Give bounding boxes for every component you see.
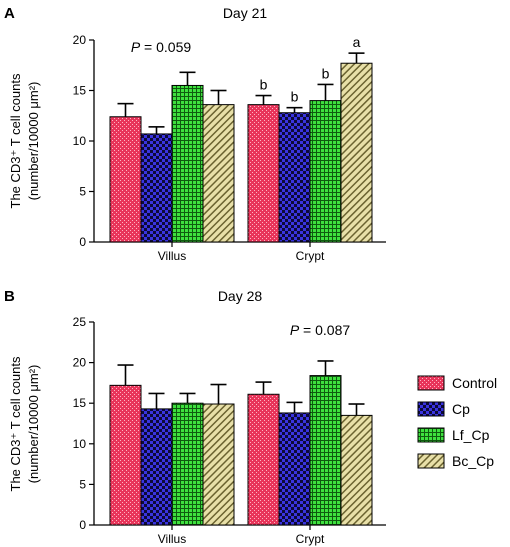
bar	[202, 104, 235, 243]
x-category-label: Villus	[158, 249, 186, 263]
p-value-annotation: P = 0.059	[131, 39, 192, 55]
panel-b: B Day 28 The CD3⁺ T cell counts (number/…	[4, 288, 386, 546]
legend-item-lf-cp: Lf_Cp	[417, 427, 490, 443]
y-axis-label-line1: The CD3⁺ T cell counts	[8, 356, 23, 491]
bar	[278, 112, 311, 243]
y-tick-label: 15	[73, 396, 87, 410]
panel-a: A Day 21 The CD3⁺ T cell counts (number/…	[4, 5, 386, 263]
significance-letter: b	[291, 89, 299, 105]
legend-item-control: Control	[417, 375, 497, 391]
bar	[140, 133, 173, 243]
bar	[309, 375, 342, 526]
bar	[109, 116, 142, 243]
y-tick-label: 10	[73, 134, 87, 148]
legend-label: Lf_Cp	[452, 427, 490, 443]
significance-letter: b	[260, 77, 268, 93]
axes: 0 5 10 15 20 25 Villus Crypt	[73, 315, 386, 546]
legend-swatch	[417, 401, 445, 417]
bars	[109, 360, 373, 526]
x-category-label: Crypt	[296, 532, 325, 546]
y-axis-label-line2: (number/10000 μm²)	[26, 365, 41, 484]
bars: b b b a	[109, 34, 373, 243]
legend-swatch	[417, 453, 445, 469]
p-value-annotation: P = 0.087	[290, 322, 351, 338]
y-tick-label: 5	[79, 477, 86, 491]
y-tick-label: 10	[73, 437, 87, 451]
y-axis-label-line1: The CD3⁺ T cell counts	[8, 73, 23, 208]
legend-swatch	[417, 427, 445, 443]
significance-letter: a	[353, 34, 361, 50]
x-category-label: Villus	[158, 532, 186, 546]
bar	[309, 100, 342, 243]
panel-title: Day 21	[223, 5, 268, 21]
y-tick-label: 15	[73, 84, 87, 98]
bar	[247, 104, 280, 243]
legend-label: Bc_Cp	[452, 453, 494, 469]
bar	[171, 84, 204, 243]
legend-label: Cp	[452, 401, 470, 417]
panel-letter: B	[4, 288, 15, 305]
y-tick-label: 20	[73, 33, 87, 47]
legend: Control Cp Lf_Cp Bc_Cp	[417, 375, 497, 469]
bar	[340, 62, 373, 243]
y-tick-label: 0	[79, 235, 86, 249]
y-tick-label: 0	[79, 518, 86, 532]
y-tick-label: 20	[73, 356, 87, 370]
legend-item-bc-cp: Bc_Cp	[417, 453, 494, 469]
y-axis-label-line2: (number/10000 μm²)	[26, 82, 41, 201]
bar	[202, 403, 235, 526]
legend-swatch	[417, 375, 445, 391]
significance-letter: b	[322, 65, 330, 81]
bar	[278, 412, 311, 526]
bar	[109, 384, 142, 526]
bar	[140, 408, 173, 526]
y-tick-label: 25	[73, 315, 87, 329]
legend-item-cp: Cp	[417, 401, 470, 417]
x-category-label: Crypt	[296, 249, 325, 263]
y-tick-label: 5	[79, 185, 86, 199]
panel-letter: A	[4, 5, 15, 22]
legend-label: Control	[452, 375, 497, 391]
bar	[171, 402, 204, 526]
bar	[247, 393, 280, 526]
bar	[340, 414, 373, 526]
panel-title: Day 28	[218, 288, 263, 304]
